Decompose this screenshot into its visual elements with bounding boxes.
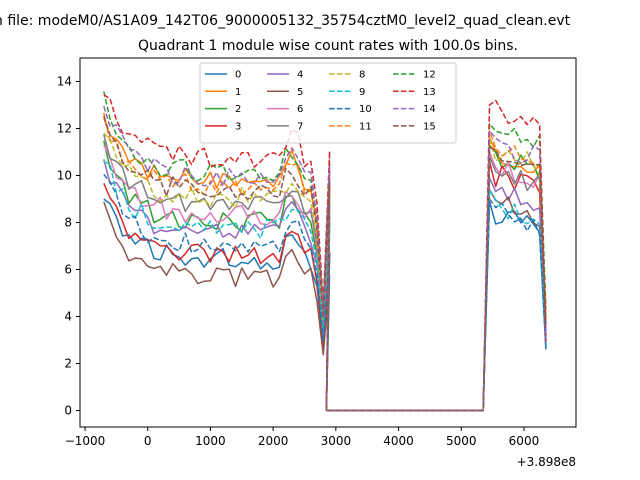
y-tick-label: 10: [57, 169, 72, 183]
y-tick-label: 12: [57, 122, 72, 136]
legend-label-11: 11: [359, 121, 372, 132]
x-tick-label: 4000: [383, 434, 414, 448]
x-tick-label: 3000: [321, 434, 352, 448]
legend-label-14: 14: [423, 104, 436, 115]
x-tick-label: −1000: [65, 434, 106, 448]
legend-label-0: 0: [235, 70, 241, 81]
series-line-10: [103, 173, 547, 412]
series-line-4: [103, 159, 547, 412]
series-line-5: [103, 188, 547, 412]
series-line-8: [103, 132, 547, 412]
series-line-0: [103, 198, 547, 412]
legend-label-8: 8: [359, 70, 365, 81]
legend-label-12: 12: [423, 70, 436, 81]
series-line-6: [103, 144, 547, 412]
legend-label-2: 2: [235, 104, 241, 115]
legend-label-7: 7: [297, 121, 303, 132]
legend-label-1: 1: [235, 87, 241, 98]
legend-label-3: 3: [235, 121, 241, 132]
series-line-9: [103, 161, 547, 412]
legend-label-6: 6: [297, 104, 303, 115]
series-line-13: [103, 93, 547, 412]
x-tick-label: 0: [144, 434, 152, 448]
series-line-11: [103, 112, 547, 412]
series-line-12: [103, 91, 547, 412]
legend-label-10: 10: [359, 104, 372, 115]
legend-label-9: 9: [359, 87, 365, 98]
x-tick-label: 6000: [509, 434, 540, 448]
series-line-15: [103, 115, 547, 412]
y-tick-label: 4: [64, 310, 72, 324]
plot-area: [103, 91, 547, 412]
series-line-14: [103, 105, 547, 412]
x-axis: −1000 0 1000 2000 3000 4000 5000 6000: [65, 427, 540, 448]
legend-box: [199, 62, 457, 144]
x-tick-label: 1000: [195, 434, 226, 448]
y-axis: 0 2 4 6 8 10 12 14: [57, 75, 80, 418]
y-tick-label: 8: [64, 216, 72, 230]
series-line-7: [103, 134, 547, 412]
chart-title: Quadrant 1 module wise count rates with …: [138, 38, 518, 54]
x-offset-label: +3.898e8: [517, 455, 576, 469]
x-tick-label: 5000: [446, 434, 477, 448]
legend-label-5: 5: [297, 87, 303, 98]
chart-suptitle: n file: modeM0/AS1A09_142T06_9000005132_…: [0, 13, 571, 29]
axes-frame: [79, 57, 577, 428]
y-tick-label: 2: [64, 357, 72, 371]
y-tick-label: 14: [57, 75, 72, 89]
legend-label-13: 13: [423, 87, 436, 98]
legend-label-4: 4: [297, 70, 303, 81]
series-line-3: [103, 160, 547, 412]
legend-label-15: 15: [423, 121, 436, 132]
y-tick-label: 0: [64, 404, 72, 418]
x-tick-label: 2000: [258, 434, 289, 448]
y-tick-label: 6: [64, 263, 72, 277]
